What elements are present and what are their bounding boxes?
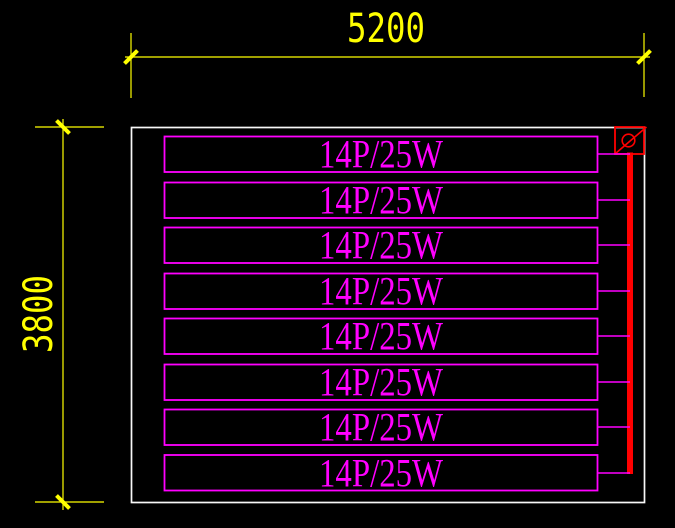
fixture-rect bbox=[163, 181, 599, 219]
fixture-label: 14P/25W bbox=[319, 314, 443, 359]
left-dimension: 3800 bbox=[16, 119, 104, 510]
fixture-rect bbox=[163, 135, 599, 173]
fixture-rect bbox=[163, 317, 599, 355]
fixture-rect bbox=[163, 226, 599, 264]
lamp-symbol-icon bbox=[614, 126, 648, 155]
fixture-label: 14P/25W bbox=[319, 178, 443, 223]
fixture-label: 14P/25W bbox=[319, 360, 443, 405]
fixture-row-7: 14P/25W bbox=[163, 405, 630, 450]
fixture-row-6: 14P/25W bbox=[163, 360, 630, 405]
top-dim-tick-right-icon bbox=[636, 49, 652, 65]
left-dim-tick-bottom-icon bbox=[55, 494, 71, 510]
fixture-rect bbox=[163, 408, 599, 446]
fixture-row-8: 14P/25W bbox=[163, 451, 630, 496]
left-dim-text: 3800 bbox=[16, 275, 62, 353]
fixture-row-2: 14P/25W bbox=[163, 178, 630, 223]
fixture-label: 14P/25W bbox=[319, 405, 443, 450]
fixture-row-4: 14P/25W bbox=[163, 269, 630, 314]
fixture-label: 14P/25W bbox=[319, 223, 443, 268]
fixture-rect bbox=[163, 454, 599, 492]
top-dim-text: 5200 bbox=[347, 6, 425, 52]
fixture-rect bbox=[163, 272, 599, 310]
lamp-slash-icon bbox=[614, 126, 648, 155]
fixture-row-5: 14P/25W bbox=[163, 314, 630, 359]
left-dim-tick-top-icon bbox=[55, 119, 71, 135]
lamp-circle-icon bbox=[621, 133, 636, 148]
fixture-row-3: 14P/25W bbox=[163, 223, 630, 268]
fixture-rect bbox=[163, 363, 599, 401]
room-outline bbox=[130, 126, 646, 504]
fixture-label: 14P/25W bbox=[319, 451, 443, 496]
top-dimension: 5200 bbox=[123, 6, 652, 98]
fixture-label: 14P/25W bbox=[319, 269, 443, 314]
fixture-label: 14P/25W bbox=[319, 132, 443, 177]
fixture-row-1: 14P/25W bbox=[163, 132, 630, 177]
top-dim-tick-left-icon bbox=[123, 49, 139, 65]
